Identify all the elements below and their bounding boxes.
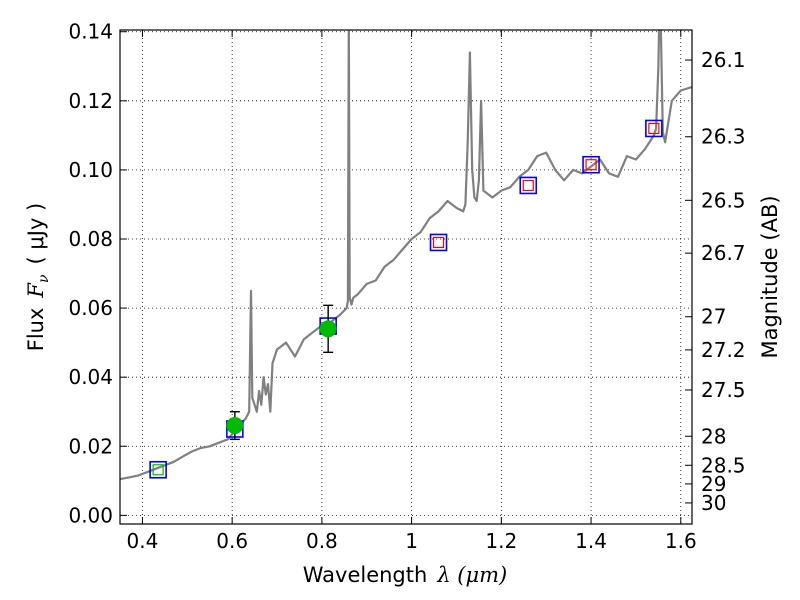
- upper-limit-marker: [585, 159, 597, 171]
- y-tick-label: 0.10: [68, 158, 113, 182]
- magnitude-tick-label: 28: [701, 424, 726, 448]
- magnitude-tick-label: 29: [701, 472, 726, 496]
- observed-photometry-point: [319, 320, 337, 338]
- magnitude-tick-label: 26.3: [701, 125, 746, 149]
- y-tick-label: 0.04: [68, 365, 113, 389]
- y-tick-label: 0.00: [68, 503, 113, 527]
- x-tick-label: 1.2: [485, 529, 517, 553]
- upper-limit-marker: [522, 179, 534, 192]
- y-tick-label: 0.02: [68, 434, 113, 458]
- x-axis-label: Wavelength λ (μm): [303, 563, 508, 587]
- x-tick-label: 0.4: [127, 529, 159, 553]
- magnitude-tick-label: 27.5: [701, 378, 746, 402]
- x-tick-label: 0.6: [216, 529, 248, 553]
- x-tick-label: 1.6: [665, 529, 697, 553]
- model-photometry-marker: [645, 119, 663, 138]
- y-tick-label: 0.12: [68, 89, 113, 113]
- observed-photometry-point: [226, 417, 244, 435]
- blue-band-marker: [152, 464, 164, 476]
- magnitude-tick-label: 27.2: [701, 338, 746, 362]
- svg-text:FluxFν( μJy ): FluxFν( μJy ): [24, 203, 52, 351]
- right-axis-label: Magnitude (AB): [758, 195, 782, 358]
- plot-series: [120, 30, 692, 481]
- x-tick-label: 1.4: [575, 529, 607, 553]
- magnitude-tick-label: 26.7: [701, 241, 746, 265]
- magnitude-tick-label: 26.1: [701, 48, 746, 72]
- upper-limit-marker: [432, 236, 445, 249]
- model-photometry-marker: [582, 155, 600, 174]
- magnitude-tick-label: 26.5: [701, 188, 746, 212]
- plot-frame: [119, 29, 693, 525]
- magnitude-tick-label: 30: [701, 491, 726, 515]
- model-photometry-marker: [519, 176, 538, 195]
- magnitude-tick-label: 27: [701, 305, 726, 329]
- axis-ticks: 0.4 0.6 0.8 1 1.2 1.4 1.6 0.00 0.02 0.04 0.06 0.08 0…: [68, 20, 745, 553]
- y-tick-label: 0.14: [68, 20, 113, 44]
- x-tick-label: 1: [405, 529, 418, 553]
- y-axis-label: FluxFν( μJy ): [24, 203, 52, 351]
- model-photometry-marker: [429, 233, 448, 252]
- clipped-series: [120, 30, 692, 481]
- model-spectrum-line: [120, 30, 692, 481]
- grid-lines: [120, 30, 692, 524]
- y-tick-label: 0.06: [68, 296, 113, 320]
- x-tick-label: 0.8: [306, 529, 338, 553]
- magnitude-tick-label: 28.5: [701, 453, 746, 477]
- upper-limit-marker: [648, 122, 660, 135]
- y-tick-label: 0.08: [68, 227, 113, 251]
- model-photometry-marker: [149, 460, 167, 479]
